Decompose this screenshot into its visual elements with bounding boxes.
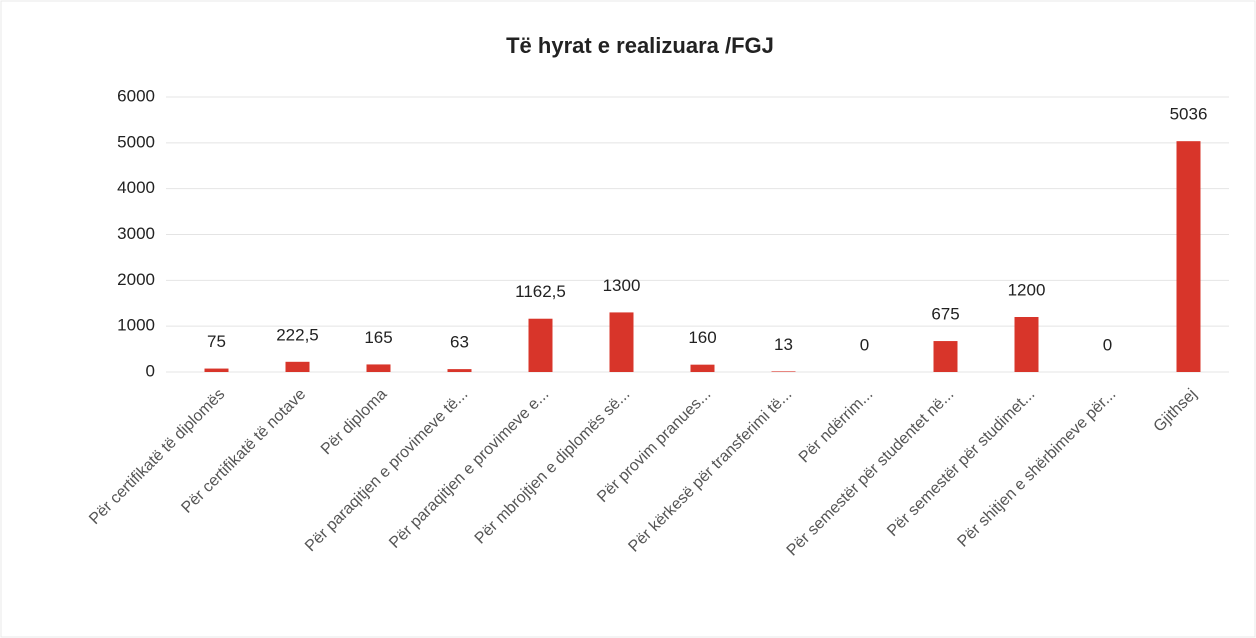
bar bbox=[204, 368, 229, 372]
y-tick-label: 6000 bbox=[117, 86, 155, 105]
data-label: 165 bbox=[364, 328, 392, 347]
bar bbox=[933, 341, 958, 372]
data-label: 0 bbox=[860, 335, 869, 354]
data-label: 0 bbox=[1103, 335, 1112, 354]
data-label: 5036 bbox=[1170, 105, 1208, 124]
chart-title: Të hyrat e realizuara /FGJ bbox=[506, 33, 774, 58]
bar bbox=[1014, 317, 1039, 372]
y-tick-label: 4000 bbox=[117, 178, 155, 197]
bar bbox=[609, 312, 634, 372]
data-label: 675 bbox=[931, 305, 959, 324]
data-label: 13 bbox=[774, 335, 793, 354]
data-label: 1300 bbox=[603, 276, 641, 295]
bar bbox=[771, 371, 796, 372]
y-tick-label: 1000 bbox=[117, 316, 155, 335]
data-label: 222,5 bbox=[276, 325, 319, 344]
y-tick-label: 5000 bbox=[117, 132, 155, 151]
data-label: 1162,5 bbox=[515, 282, 566, 301]
bar bbox=[366, 364, 391, 372]
data-label: 1200 bbox=[1008, 280, 1046, 299]
bar bbox=[1176, 141, 1201, 372]
data-label: 75 bbox=[207, 332, 226, 351]
y-tick-label: 3000 bbox=[117, 224, 155, 243]
data-label: 160 bbox=[688, 328, 716, 347]
bar bbox=[285, 361, 310, 372]
data-label: 63 bbox=[450, 333, 469, 352]
bar bbox=[447, 369, 472, 372]
y-tick-label: 0 bbox=[146, 361, 155, 380]
bar bbox=[528, 318, 553, 372]
bar bbox=[690, 364, 715, 372]
y-tick-label: 2000 bbox=[117, 270, 155, 289]
